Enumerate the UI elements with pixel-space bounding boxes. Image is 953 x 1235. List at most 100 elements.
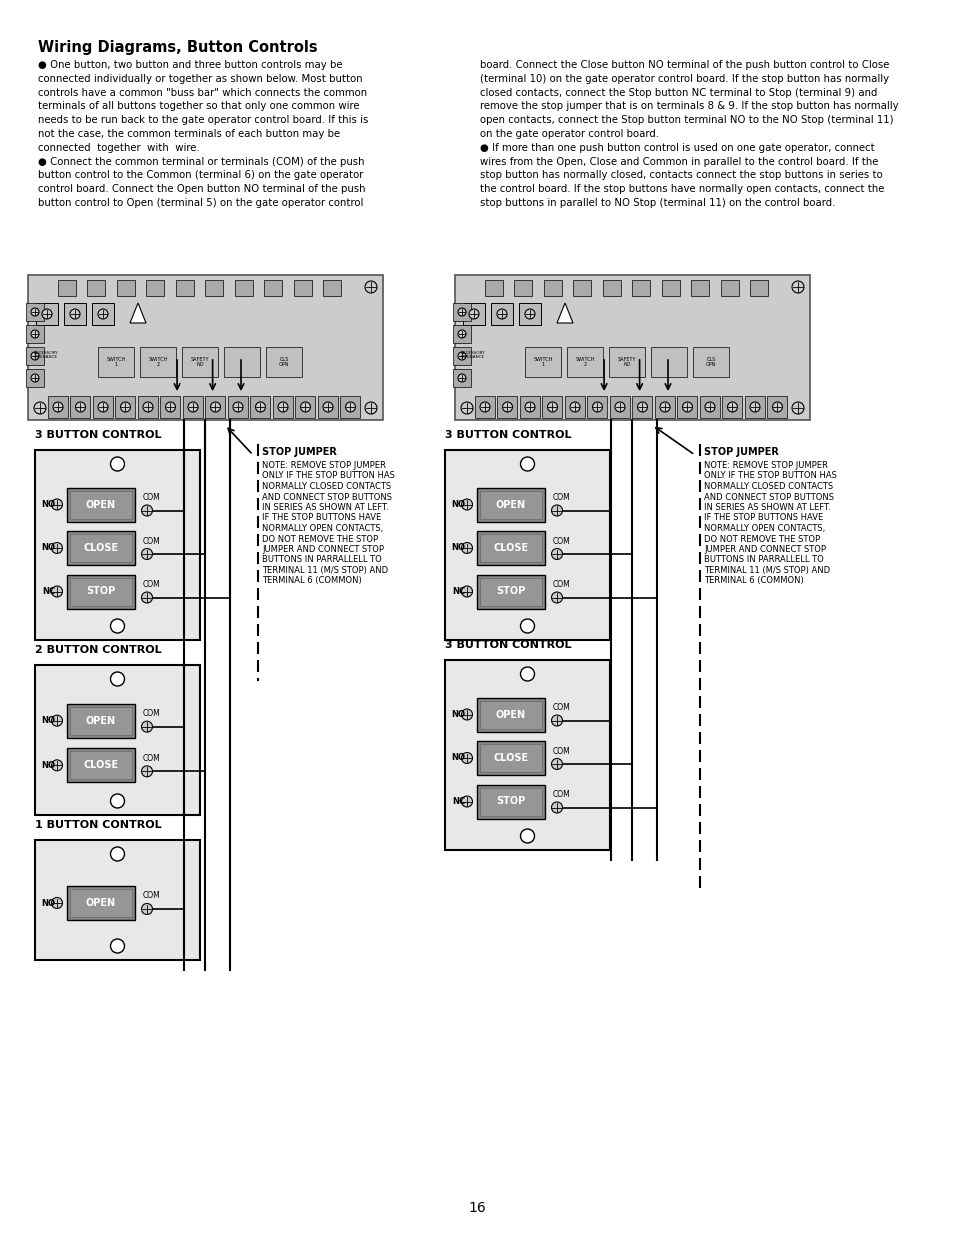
- Bar: [476, 531, 544, 564]
- Bar: [48, 396, 68, 417]
- Text: COM: COM: [143, 709, 161, 719]
- Text: closed contacts, connect the Stop button NC terminal to Stop (terminal 9) and: closed contacts, connect the Stop button…: [479, 88, 877, 98]
- Text: controls have a common "buss bar" which connects the common: controls have a common "buss bar" which …: [38, 88, 367, 98]
- Text: COM: COM: [143, 580, 161, 589]
- Text: 1 BUTTON CONTROL: 1 BUTTON CONTROL: [35, 820, 161, 830]
- Text: open contacts, connect the Stop button terminal NO to the NO Stop (terminal 11): open contacts, connect the Stop button t…: [479, 115, 893, 125]
- Bar: [573, 280, 591, 296]
- Circle shape: [111, 939, 125, 953]
- Bar: [692, 347, 728, 377]
- Text: 3 BUTTON CONTROL: 3 BUTTON CONTROL: [444, 640, 571, 650]
- Text: NOTE: REMOVE STOP JUMPER: NOTE: REMOVE STOP JUMPER: [262, 461, 385, 471]
- Text: COM: COM: [553, 493, 570, 501]
- Circle shape: [30, 308, 39, 316]
- Text: ONLY IF THE STOP BUTTON HAS: ONLY IF THE STOP BUTTON HAS: [703, 472, 836, 480]
- Bar: [224, 347, 260, 377]
- Circle shape: [659, 403, 669, 412]
- Bar: [744, 396, 764, 417]
- Circle shape: [524, 403, 535, 412]
- Circle shape: [520, 829, 534, 844]
- Text: NO: NO: [451, 710, 464, 719]
- Circle shape: [141, 505, 152, 516]
- Text: needs to be run back to the gate operator control board. If this is: needs to be run back to the gate operato…: [38, 115, 368, 125]
- Text: ● One button, two button and three button controls may be: ● One button, two button and three butto…: [38, 61, 342, 70]
- Bar: [98, 347, 133, 377]
- Circle shape: [615, 403, 624, 412]
- Bar: [650, 347, 686, 377]
- Circle shape: [30, 374, 39, 382]
- Bar: [175, 280, 193, 296]
- Text: not the case, the common terminals of each button may be: not the case, the common terminals of ea…: [38, 128, 340, 140]
- Circle shape: [51, 760, 63, 771]
- Bar: [183, 396, 203, 417]
- Circle shape: [681, 403, 692, 412]
- Bar: [609, 396, 629, 417]
- Text: JUMPER AND CONNECT STOP: JUMPER AND CONNECT STOP: [703, 545, 825, 555]
- Circle shape: [277, 403, 288, 412]
- Circle shape: [143, 403, 152, 412]
- Text: ONLY IF THE STOP BUTTON HAS: ONLY IF THE STOP BUTTON HAS: [262, 472, 395, 480]
- Circle shape: [300, 403, 310, 412]
- Bar: [251, 396, 271, 417]
- Text: terminals of all buttons together so that only one common wire: terminals of all buttons together so tha…: [38, 101, 359, 111]
- Bar: [587, 396, 607, 417]
- Circle shape: [637, 403, 647, 412]
- Text: CLOSE: CLOSE: [83, 543, 118, 553]
- Circle shape: [520, 457, 534, 471]
- Circle shape: [211, 403, 220, 412]
- Text: NC: NC: [42, 587, 55, 597]
- Circle shape: [365, 282, 376, 293]
- Text: COM: COM: [143, 536, 161, 546]
- Text: DO NOT REMOVE THE STOP: DO NOT REMOVE THE STOP: [703, 535, 820, 543]
- Text: TERMINAL 11 (M/S STOP) AND: TERMINAL 11 (M/S STOP) AND: [262, 566, 388, 576]
- Circle shape: [111, 794, 125, 808]
- Text: OPEN: OPEN: [496, 499, 525, 510]
- Text: IF THE STOP BUTTONS HAVE: IF THE STOP BUTTONS HAVE: [262, 514, 381, 522]
- Bar: [655, 396, 675, 417]
- Bar: [205, 280, 223, 296]
- Bar: [35, 664, 200, 815]
- Bar: [160, 396, 180, 417]
- Bar: [661, 280, 679, 296]
- Circle shape: [461, 752, 472, 763]
- Text: IF THE STOP BUTTONS HAVE: IF THE STOP BUTTONS HAVE: [703, 514, 822, 522]
- Text: CLS
OPN: CLS OPN: [278, 357, 289, 367]
- Bar: [476, 741, 544, 776]
- Text: ● Connect the common terminal or terminals (COM) of the push: ● Connect the common terminal or termina…: [38, 157, 364, 167]
- Text: stop button has normally closed, contacts connect the stop buttons in series to: stop button has normally closed, contact…: [479, 170, 882, 180]
- Text: COM: COM: [553, 703, 570, 713]
- Bar: [70, 889, 132, 918]
- Text: SAFETY
NO: SAFETY NO: [191, 357, 209, 367]
- Circle shape: [53, 403, 63, 412]
- Text: OPEN: OPEN: [496, 709, 525, 720]
- Bar: [497, 396, 517, 417]
- Circle shape: [551, 715, 562, 726]
- Circle shape: [461, 499, 472, 510]
- Circle shape: [551, 505, 562, 516]
- Text: NO: NO: [451, 543, 464, 552]
- Bar: [524, 347, 560, 377]
- Circle shape: [461, 542, 472, 553]
- Circle shape: [141, 548, 152, 559]
- Text: BUTTONS IN PARRALLELL TO: BUTTONS IN PARRALLELL TO: [703, 556, 822, 564]
- Text: OPEN: OPEN: [86, 898, 116, 908]
- Bar: [28, 275, 382, 420]
- Circle shape: [141, 721, 152, 732]
- Circle shape: [479, 403, 490, 412]
- Bar: [479, 788, 541, 815]
- Circle shape: [772, 403, 781, 412]
- Bar: [70, 490, 132, 519]
- Bar: [70, 534, 132, 562]
- Text: NORMALLY OPEN CONTACTS,: NORMALLY OPEN CONTACTS,: [262, 524, 383, 534]
- Text: NOTE: REMOVE STOP JUMPER: NOTE: REMOVE STOP JUMPER: [703, 461, 827, 471]
- Bar: [64, 303, 86, 325]
- Text: CLOSE: CLOSE: [493, 543, 528, 553]
- Text: BUTTONS IN PARRALLELL TO: BUTTONS IN PARRALLELL TO: [262, 556, 381, 564]
- Circle shape: [51, 499, 63, 510]
- Text: STOP JUMPER: STOP JUMPER: [262, 447, 336, 457]
- Text: 16: 16: [468, 1200, 485, 1215]
- Bar: [479, 743, 541, 772]
- Text: connected  together  with  wire.: connected together with wire.: [38, 143, 199, 153]
- Circle shape: [111, 619, 125, 634]
- Circle shape: [791, 282, 803, 293]
